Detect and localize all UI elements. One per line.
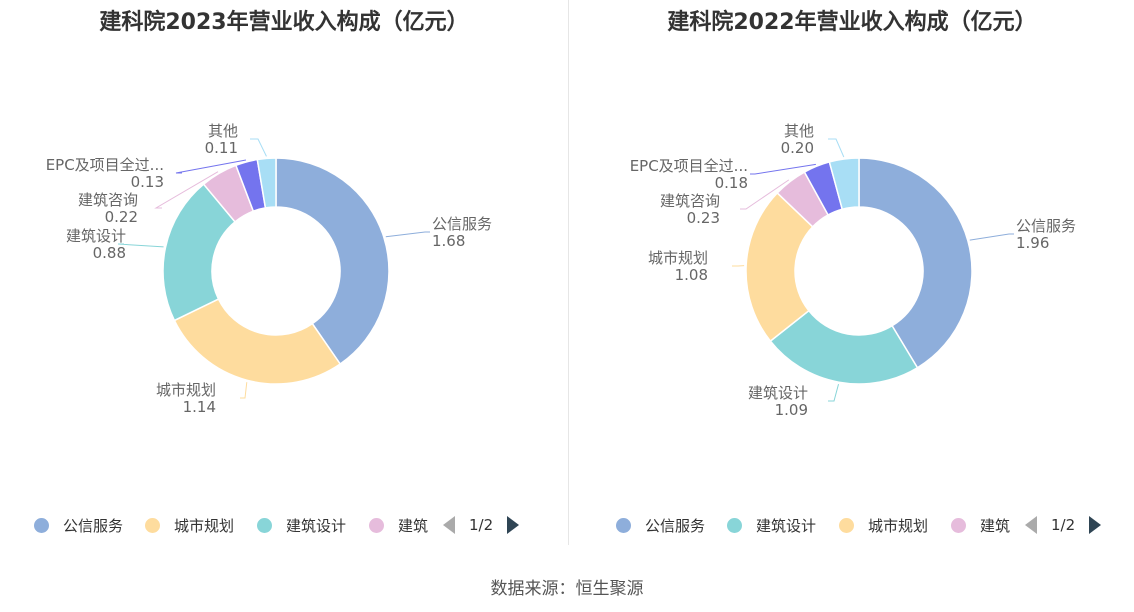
label-leader-line [740, 179, 790, 210]
legend-dot-icon [839, 517, 854, 533]
legend-item-1[interactable]: 城市规划 [145, 512, 234, 538]
legend-dot-icon [616, 517, 631, 533]
slice-label: 城市规划 [156, 381, 216, 399]
slice-value-label: 1.96 [1016, 234, 1049, 252]
legend-label: 公信服务 [645, 516, 706, 535]
slice-value-label: 0.20 [781, 139, 814, 157]
slice-label: EPC及项目全过... [630, 157, 748, 175]
legend-label: 城市规划 [868, 516, 929, 535]
legend-item-2[interactable]: 建筑设计 [257, 512, 346, 538]
legend-page-indicator: 1/2 [1051, 516, 1076, 534]
legend-dot-icon [369, 517, 384, 533]
pie-slice[interactable] [828, 157, 860, 211]
slice-value-label: 0.23 [687, 209, 720, 227]
label-leader-line [828, 138, 845, 158]
slice-label: 公信服务 [1016, 217, 1076, 235]
slice-label: 建筑设计 [66, 227, 126, 245]
label-leader-line [154, 171, 219, 209]
slice-value-label: 0.18 [715, 174, 748, 192]
legend-dot-icon [145, 517, 160, 533]
pie-slice[interactable] [745, 191, 814, 343]
label-leader-line [117, 243, 164, 248]
label-leader-line [240, 382, 248, 399]
chart-panel-2022: 建科院2022年营业收入构成（亿元） 公信服务 1.96 建筑设计 1.09 城市规划 1… [570, 0, 1134, 545]
legend-dot-icon [257, 517, 272, 533]
pie-slice[interactable] [769, 309, 919, 385]
panel-divider [568, 0, 569, 545]
legend-item-3[interactable]: 建筑 [951, 512, 1010, 538]
slice-label: 公信服务 [432, 215, 492, 233]
legend-dot-icon [727, 517, 742, 533]
legend-label: 城市规划 [174, 516, 235, 535]
slice-label: EPC及项目全过... [46, 156, 164, 174]
pie-slice[interactable] [256, 157, 277, 209]
slice-value-label: 0.11 [205, 139, 238, 157]
slice-label: 建筑咨询 [78, 191, 138, 209]
chart-panel-2023: 建科院2023年营业收入构成（亿元） 公信服务 1.68 城市规划 1.14 建筑设计 0… [0, 0, 568, 545]
legend-item-1[interactable]: 建筑设计 [727, 512, 816, 538]
slice-value-label: 1.68 [432, 232, 465, 250]
chart-title-2022: 建科院2022年营业收入构成（亿元） [667, 10, 1037, 35]
legend-page-indicator: 1/2 [469, 516, 494, 534]
legend-label: 建筑 [980, 516, 1011, 535]
label-leader-line [828, 384, 840, 402]
pie-slice[interactable] [275, 157, 390, 366]
legend-label: 公信服务 [63, 516, 124, 535]
legend-item-3[interactable]: 建筑 [369, 512, 428, 538]
legend-label: 建筑设计 [286, 516, 347, 535]
legend-pager: 1/2 [443, 512, 520, 538]
legend-item-2[interactable]: 城市规划 [839, 512, 928, 538]
legend-pager: 1/2 [1025, 512, 1102, 538]
slice-value-label: 1.08 [675, 266, 708, 284]
chart-title-2023: 建科院2023年营业收入构成（亿元） [99, 10, 469, 35]
slice-value-label: 0.88 [93, 244, 126, 262]
data-source-note: 数据来源：恒生聚源 [490, 579, 644, 599]
legend-item-0[interactable]: 公信服务 [616, 512, 705, 538]
slice-value-label: 0.22 [105, 208, 138, 226]
slice-label: 城市规划 [648, 249, 708, 267]
label-leader-line [385, 231, 430, 238]
prev-page-icon[interactable] [443, 516, 455, 534]
slice-value-label: 1.09 [775, 401, 808, 419]
legend-label: 建筑设计 [756, 516, 817, 535]
label-leader-line [250, 138, 267, 157]
legend-dot-icon [951, 517, 966, 533]
slice-value-label: 1.14 [183, 398, 216, 416]
next-page-icon[interactable] [1089, 516, 1102, 534]
legend-2022: 公信服务 建筑设计 城市规划 建筑 1/2 [570, 512, 1134, 538]
pie-slice[interactable] [858, 157, 973, 369]
legend-dot-icon [34, 517, 49, 533]
pie-slice[interactable] [173, 298, 342, 385]
legend-item-0[interactable]: 公信服务 [34, 512, 123, 538]
slice-value-label: 0.13 [131, 173, 164, 191]
legend-label: 建筑 [398, 516, 429, 535]
slice-label: 建筑设计 [748, 384, 808, 402]
label-leader-line [175, 159, 247, 174]
slice-label: 其他 [208, 122, 238, 140]
legend-2023: 公信服务 城市规划 建筑设计 建筑 1/2 [0, 512, 568, 538]
label-leader-line [969, 233, 1014, 241]
slice-label: 其他 [784, 122, 814, 140]
next-page-icon[interactable] [507, 516, 520, 534]
label-leader-line [750, 163, 816, 175]
slice-label: 建筑咨询 [660, 192, 720, 210]
prev-page-icon[interactable] [1025, 516, 1037, 534]
